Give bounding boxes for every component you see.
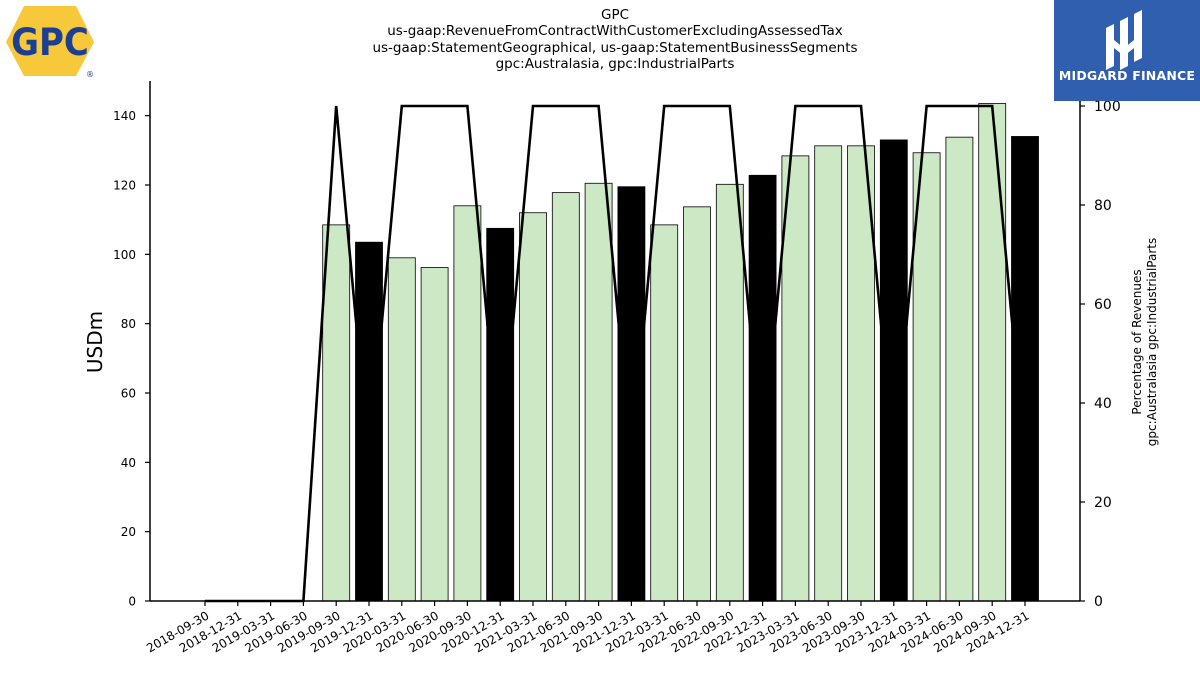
midgard-finance-logo: MIDGARD FINANCE xyxy=(1054,0,1200,101)
gpc-logo-registered: ® xyxy=(86,70,94,79)
y2-axis-label-line1: Percentage of Revenues xyxy=(1130,269,1144,414)
bar-2024-03-31 xyxy=(912,152,941,602)
y-axis-label: USDm xyxy=(83,311,107,373)
bar-2022-03-31 xyxy=(650,224,679,602)
bar-2021-03-31 xyxy=(519,212,547,602)
y2-axis-label-line2: gpc:Australasia gpc:IndustrialParts xyxy=(1145,238,1159,446)
left-tick-label: 60 xyxy=(121,387,136,401)
gpc-logo: GPC ® xyxy=(4,4,96,80)
bar-2021-12-31 xyxy=(617,186,646,602)
right-tick-label: 60 xyxy=(1094,297,1112,313)
chart-subtitle-axes: us-gaap:StatementGeographical, us-gaap:S… xyxy=(372,39,858,56)
left-tick-label: 140 xyxy=(113,109,136,123)
line-layer xyxy=(205,104,1027,603)
bar-2020-03-31 xyxy=(387,257,416,602)
bar-2023-09-30 xyxy=(847,145,875,602)
gpc-logo-text: GPC xyxy=(11,22,89,65)
left-tick-label: 40 xyxy=(121,456,136,470)
bar-2023-06-30 xyxy=(814,145,843,602)
bar-2024-06-30 xyxy=(945,136,974,602)
left-tick-label: 0 xyxy=(128,595,136,609)
percentage-line xyxy=(205,104,1027,603)
gpc-logo-badge xyxy=(6,6,94,76)
left-tick-label: 20 xyxy=(121,525,136,539)
bars-layer xyxy=(322,103,1039,602)
midgard-logo-mark xyxy=(1106,10,1142,70)
bar-2024-09-30 xyxy=(978,103,1007,602)
axes-layer xyxy=(149,81,1081,602)
bar-2020-06-30 xyxy=(420,267,449,602)
bar-2022-06-30 xyxy=(683,206,711,602)
bar-2022-12-31 xyxy=(748,174,777,602)
chart-subtitle-members: gpc:Australasia, gpc:IndustrialParts xyxy=(495,55,735,72)
right-tick-label: 40 xyxy=(1094,396,1112,412)
midgard-logo-text: MIDGARD FINANCE xyxy=(1058,68,1196,83)
left-tick-label: 120 xyxy=(113,179,136,193)
bar-2019-12-31 xyxy=(355,241,383,602)
left-axis-ticks: 0 20 40 60 80 100 120 140 xyxy=(113,109,150,609)
chart-title: GPC xyxy=(600,7,630,23)
bar-2023-03-31 xyxy=(781,155,810,602)
right-tick-label: 20 xyxy=(1094,495,1112,511)
chart-subtitle-concept: us-gaap:RevenueFromContractWithCustomerE… xyxy=(387,23,843,40)
left-tick-label: 80 xyxy=(121,317,136,331)
left-tick-label: 100 xyxy=(113,248,136,262)
bar-2021-09-30 xyxy=(584,182,613,602)
bar-2021-06-30 xyxy=(551,192,580,602)
bar-2019-09-30 xyxy=(322,224,351,602)
bar-2020-12-31 xyxy=(486,227,515,602)
right-tick-label: 80 xyxy=(1094,198,1112,214)
right-axis-ticks: 0 20 40 60 80 100 xyxy=(1080,99,1121,610)
right-tick-label: 100 xyxy=(1094,99,1121,115)
x-axis-ticks: 2018-09-302018-12-312019-03-312019-06-30… xyxy=(144,601,1032,655)
bar-2020-09-30 xyxy=(453,205,482,602)
bar-2022-09-30 xyxy=(715,183,744,602)
chart-title-block: GPC us-gaap:RevenueFromContractWithCusto… xyxy=(0,7,1200,72)
right-tick-label: 0 xyxy=(1094,594,1103,610)
